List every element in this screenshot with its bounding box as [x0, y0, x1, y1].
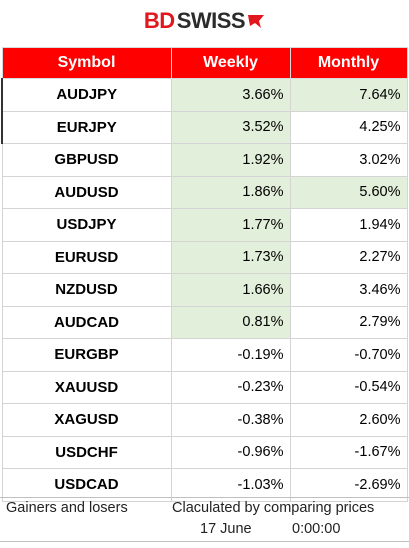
monthly-cell: 7.64%	[289, 78, 408, 112]
table-row: AUDUSD 1.86% 5.60%	[1, 175, 408, 209]
weekly-cell: -0.19%	[170, 338, 291, 372]
monthly-cell: 4.25%	[289, 110, 408, 144]
report-date: 17 June	[200, 521, 252, 537]
header-monthly: Monthly	[289, 47, 408, 79]
brand-logo-part1: BD	[143, 8, 175, 33]
monthly-cell: 3.02%	[289, 143, 408, 177]
symbol-cell: USDCHF	[1, 435, 172, 469]
weekly-cell: -0.38%	[170, 403, 291, 437]
weekly-cell: 0.81%	[170, 305, 291, 339]
footer-row-2: 17 June 0:00:00	[0, 519, 409, 542]
symbol-cell: AUDJPY	[1, 78, 172, 112]
monthly-cell: -2.69%	[289, 468, 408, 502]
monthly-cell: 5.60%	[289, 175, 408, 209]
symbol-cell: USDJPY	[1, 208, 172, 242]
weekly-cell: 1.86%	[170, 175, 291, 209]
weekly-cell: 1.77%	[170, 208, 291, 242]
table-row: EURJPY 3.52% 4.25%	[1, 110, 408, 144]
table-row: USDCHF -0.96% -1.67%	[1, 435, 408, 469]
table-row: USDCAD -1.03% -2.69%	[1, 468, 408, 502]
weekly-cell: 3.52%	[170, 110, 291, 144]
report-time: 0:00:00	[292, 521, 341, 537]
symbol-cell: USDCAD	[1, 468, 172, 502]
symbol-cell: EURGBP	[1, 338, 172, 372]
symbol-cell: AUDCAD	[1, 305, 172, 339]
weekly-cell: -1.03%	[170, 468, 291, 502]
weekly-cell: -0.23%	[170, 370, 291, 404]
table-row: NZDUSD 1.66% 3.46%	[1, 273, 408, 307]
brand-arrow-icon	[248, 15, 265, 28]
monthly-cell: 2.60%	[289, 403, 408, 437]
weekly-cell: -0.96%	[170, 435, 291, 469]
table-row: AUDCAD 0.81% 2.79%	[1, 305, 408, 339]
symbol-cell: EURUSD	[1, 240, 172, 274]
table-header-row: Symbol Weekly Monthly	[1, 47, 408, 79]
monthly-cell: 2.27%	[289, 240, 408, 274]
weekly-cell: 1.66%	[170, 273, 291, 307]
table-row: EURUSD 1.73% 2.27%	[1, 240, 408, 274]
symbol-cell: AUDUSD	[1, 175, 172, 209]
weekly-cell: 1.73%	[170, 240, 291, 274]
table-row: XAUUSD -0.23% -0.54%	[1, 370, 408, 404]
symbol-cell: NZDUSD	[1, 273, 172, 307]
monthly-cell: 3.46%	[289, 273, 408, 307]
gainers-losers-label: Gainers and losers	[6, 500, 128, 516]
table-row: AUDJPY 3.66% 7.64%	[1, 78, 408, 112]
performance-table: Symbol Weekly Monthly AUDJPY 3.66% 7.64% EU…	[1, 47, 408, 502]
table-row: USDJPY 1.77% 1.94%	[1, 208, 408, 242]
monthly-cell: -0.70%	[289, 338, 408, 372]
symbol-cell: EURJPY	[1, 110, 172, 144]
header-weekly: Weekly	[170, 47, 291, 79]
weekly-cell: 1.92%	[170, 143, 291, 177]
monthly-cell: -1.67%	[289, 435, 408, 469]
symbol-cell: GBPUSD	[1, 143, 172, 177]
table-row: XAGUSD -0.38% 2.60%	[1, 403, 408, 437]
footer-row-1: Gainers and losers Claculated by compari…	[0, 497, 409, 520]
monthly-cell: 1.94%	[289, 208, 408, 242]
calculation-note: Claculated by comparing prices	[172, 500, 375, 516]
header-symbol: Symbol	[1, 47, 172, 79]
table-row: EURGBP -0.19% -0.70%	[1, 338, 408, 372]
symbol-cell: XAUUSD	[1, 370, 172, 404]
brand-logo-part2: SWISS	[176, 8, 246, 33]
symbol-cell: XAGUSD	[1, 403, 172, 437]
monthly-cell: 2.79%	[289, 305, 408, 339]
weekly-cell: 3.66%	[170, 78, 291, 112]
monthly-cell: -0.54%	[289, 370, 408, 404]
brand-logo: BD SWISS	[0, 8, 409, 36]
table-row: GBPUSD 1.92% 3.02%	[1, 143, 408, 177]
